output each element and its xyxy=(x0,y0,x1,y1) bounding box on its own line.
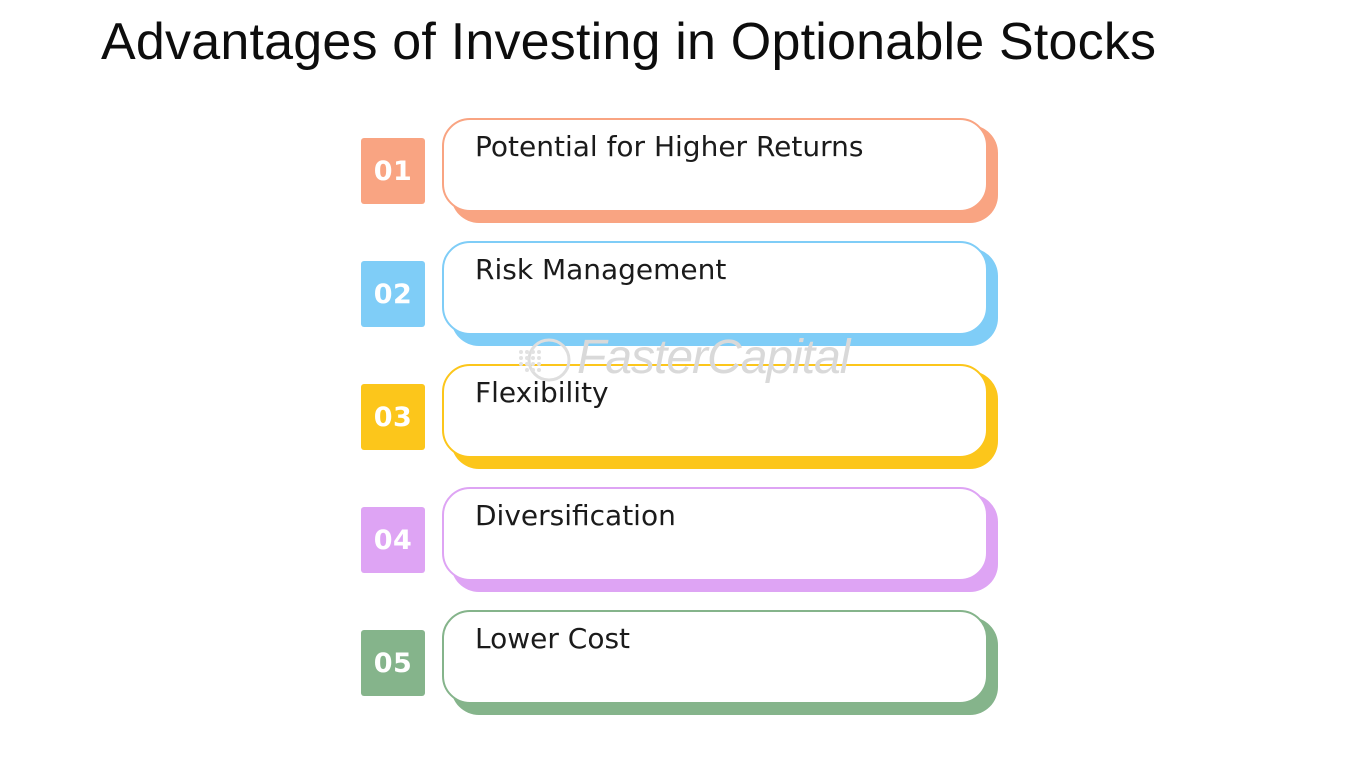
item-card: Diversification xyxy=(442,487,988,581)
item-card: Flexibility xyxy=(442,364,988,458)
item-label: Risk Management xyxy=(475,253,727,286)
item-label: Potential for Higher Returns xyxy=(475,130,864,163)
item-card: Potential for Higher Returns xyxy=(442,118,988,212)
page-title: Advantages of Investing in Optionable St… xyxy=(101,13,1157,71)
item-number-badge: 01 xyxy=(361,138,425,204)
item-label: Diversification xyxy=(475,499,676,532)
item-label: Flexibility xyxy=(475,376,609,409)
item-number-badge: 05 xyxy=(361,630,425,696)
item-card: Lower Cost xyxy=(442,610,988,704)
item-card: Risk Management xyxy=(442,241,988,335)
item-number-badge: 04 xyxy=(361,507,425,573)
item-number-badge: 02 xyxy=(361,261,425,327)
item-label: Lower Cost xyxy=(475,622,631,655)
item-number-badge: 03 xyxy=(361,384,425,450)
